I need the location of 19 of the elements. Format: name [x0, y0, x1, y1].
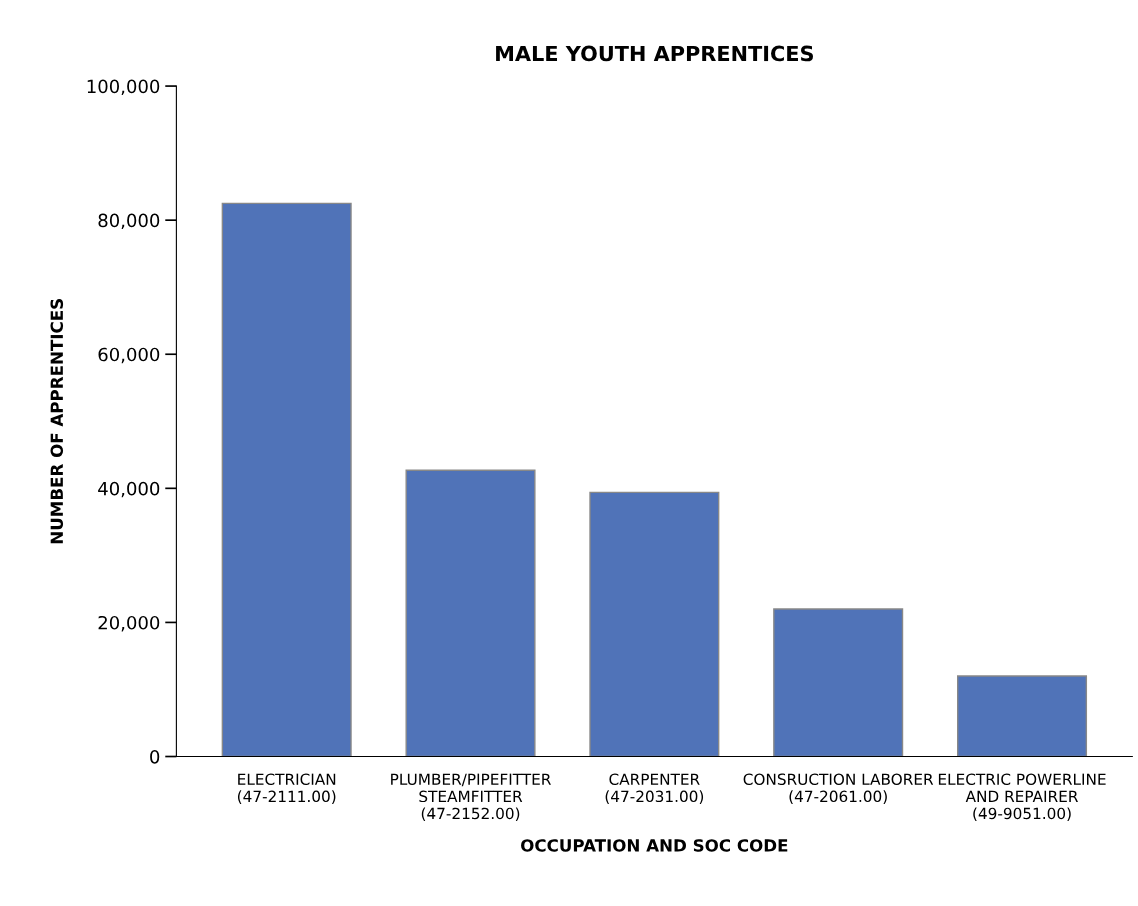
- chart-title: MALE YOUTH APPRENTICES: [496, 45, 813, 62]
- x-tick-label: PLUMBER/PIPEFITTER STEAMFITTER (47-2152.00): [391, 773, 551, 822]
- x-tick-label: CONSRUCTION LABORER (47-2061.00): [743, 773, 934, 804]
- bar: [221, 202, 352, 757]
- y-tick-label: 80,000: [98, 213, 160, 230]
- bar: [773, 608, 904, 757]
- y-tick-label: 60,000: [98, 347, 160, 364]
- x-tick-label: CARPENTER (47-2031.00): [605, 773, 704, 804]
- y-tick-label: 0: [150, 749, 160, 764]
- y-tick-label: 100,000: [87, 79, 160, 96]
- bar: [956, 675, 1088, 757]
- bar: [589, 491, 720, 757]
- x-tick-label: ELECTRICIAN (47-2111.00): [237, 773, 336, 804]
- x-axis-title: OCCUPATION AND SOC CODE: [521, 839, 788, 852]
- x-tick-label: ELECTRIC POWERLINE AND REPAIRER (49-9051.00): [938, 773, 1106, 822]
- y-tick-label: 20,000: [98, 615, 160, 632]
- bar: [405, 469, 536, 757]
- y-axis-title: NUMBER OF APPRENTICES: [50, 299, 64, 544]
- y-tick-label: 40,000: [98, 481, 160, 498]
